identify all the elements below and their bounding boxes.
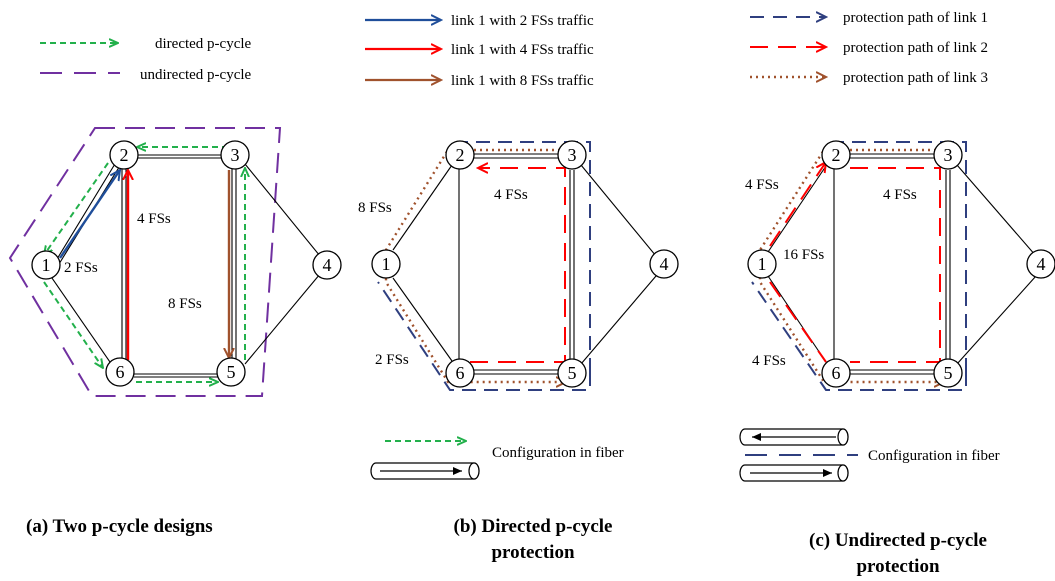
node-6: 6 — [821, 358, 851, 388]
config-label: Configuration in fiber — [492, 445, 624, 461]
node-1: 1 — [31, 250, 61, 280]
svg-text:6: 6 — [456, 363, 465, 383]
legend-traffic2-label: link 1 with 2 FSs traffic — [451, 13, 594, 29]
label-2fs: 2 FSs — [64, 260, 98, 276]
svg-text:6: 6 — [116, 362, 125, 382]
panel-a: 2 FSs 4 FSs 8 FSs 2 3 1 4 6 5 (a) Two p-… — [8, 127, 342, 537]
fiber-tube-icon — [739, 464, 849, 482]
svg-text:4: 4 — [660, 254, 669, 274]
label-4fs: 4 FSs — [137, 211, 171, 227]
undirected-p-cycle-path — [8, 127, 282, 397]
label-4fs-a: 4 FSs — [745, 177, 779, 193]
protection-path-link3 — [384, 148, 566, 382]
node-5: 5 — [557, 358, 587, 388]
label-2fs: 2 FSs — [375, 352, 409, 368]
node-3: 3 — [557, 140, 587, 170]
svg-text:5: 5 — [227, 362, 236, 382]
protection-path-link2 — [850, 167, 941, 363]
legend-traffic8-label: link 1 with 8 FSs traffic — [451, 73, 594, 89]
legend: directed p-cycle undirected p-cycle link… — [40, 10, 988, 89]
protection-path-link1 — [377, 281, 591, 391]
node-4: 4 — [1026, 249, 1055, 279]
node-1: 1 — [371, 249, 401, 279]
legend-prot1-label: protection path of link 1 — [843, 10, 988, 26]
node-1: 1 — [747, 249, 777, 279]
node-6: 6 — [105, 357, 135, 387]
legend-traffic4-label: link 1 with 4 FSs traffic — [451, 42, 594, 58]
node-2: 2 — [821, 140, 851, 170]
label-16fs: 16 FSs — [783, 247, 824, 263]
node-4: 4 — [312, 250, 342, 280]
label-4fs-c: 4 FSs — [883, 187, 917, 203]
node-5: 5 — [216, 357, 246, 387]
node-3: 3 — [933, 140, 963, 170]
svg-text:4: 4 — [323, 255, 332, 275]
legend-prot2-label: protection path of link 2 — [843, 40, 988, 56]
directed-p-cycle-segment — [44, 162, 109, 255]
caption-b-line2: protection — [491, 542, 574, 563]
caption-c-line2: protection — [856, 556, 939, 577]
panel-c: 4 FSs 16 FSs 4 FSs 4 FSs 2 3 1 4 6 5 Con… — [739, 140, 1055, 577]
svg-text:2: 2 — [832, 145, 841, 165]
label-4fs-b: 4 FSs — [752, 353, 786, 369]
svg-text:1: 1 — [42, 255, 51, 275]
fiber-tube-icon — [739, 428, 849, 446]
legend-prot3-label: protection path of link 3 — [843, 70, 988, 86]
label-8fs: 8 FSs — [168, 296, 202, 312]
svg-text:4: 4 — [1037, 254, 1046, 274]
svg-text:3: 3 — [944, 145, 953, 165]
caption-b-line1: (b) Directed p-cycle — [454, 516, 613, 537]
legend-undirected-label: undirected p-cycle — [140, 67, 252, 83]
panel-b: 8 FSs 4 FSs 2 FSs 2 3 1 4 6 5 Configurat… — [358, 140, 679, 563]
protection-path-link2-left — [769, 281, 827, 363]
svg-text:3: 3 — [568, 145, 577, 165]
directed-p-cycle-segment — [43, 281, 103, 368]
node-2: 2 — [445, 140, 475, 170]
caption-c-line1: (c) Undirected p-cycle — [809, 530, 987, 551]
fiber-tube-icon — [370, 462, 480, 480]
svg-text:2: 2 — [456, 145, 465, 165]
label-8fs: 8 FSs — [358, 200, 392, 216]
protection-path-link1 — [751, 281, 967, 391]
node-4: 4 — [649, 249, 679, 279]
svg-text:5: 5 — [568, 363, 577, 383]
svg-text:1: 1 — [382, 254, 391, 274]
svg-text:6: 6 — [832, 363, 841, 383]
protection-path-link2-left — [769, 162, 826, 247]
svg-text:3: 3 — [231, 145, 240, 165]
label-4fs: 4 FSs — [494, 187, 528, 203]
svg-text:1: 1 — [758, 254, 767, 274]
svg-text:5: 5 — [944, 363, 953, 383]
protection-path-link1-top — [838, 141, 967, 372]
node-2: 2 — [109, 140, 139, 170]
node-6: 6 — [445, 358, 475, 388]
protection-path-link3 — [758, 148, 944, 382]
traffic-2fs-arrow — [59, 170, 120, 259]
config-label: Configuration in fiber — [868, 448, 1000, 464]
svg-text:2: 2 — [120, 145, 129, 165]
node-3: 3 — [220, 140, 250, 170]
legend-directed-label: directed p-cycle — [155, 36, 252, 52]
node-5: 5 — [933, 358, 963, 388]
protection-path-link1-top — [462, 141, 591, 372]
caption-a: (a) Two p-cycle designs — [26, 516, 213, 537]
